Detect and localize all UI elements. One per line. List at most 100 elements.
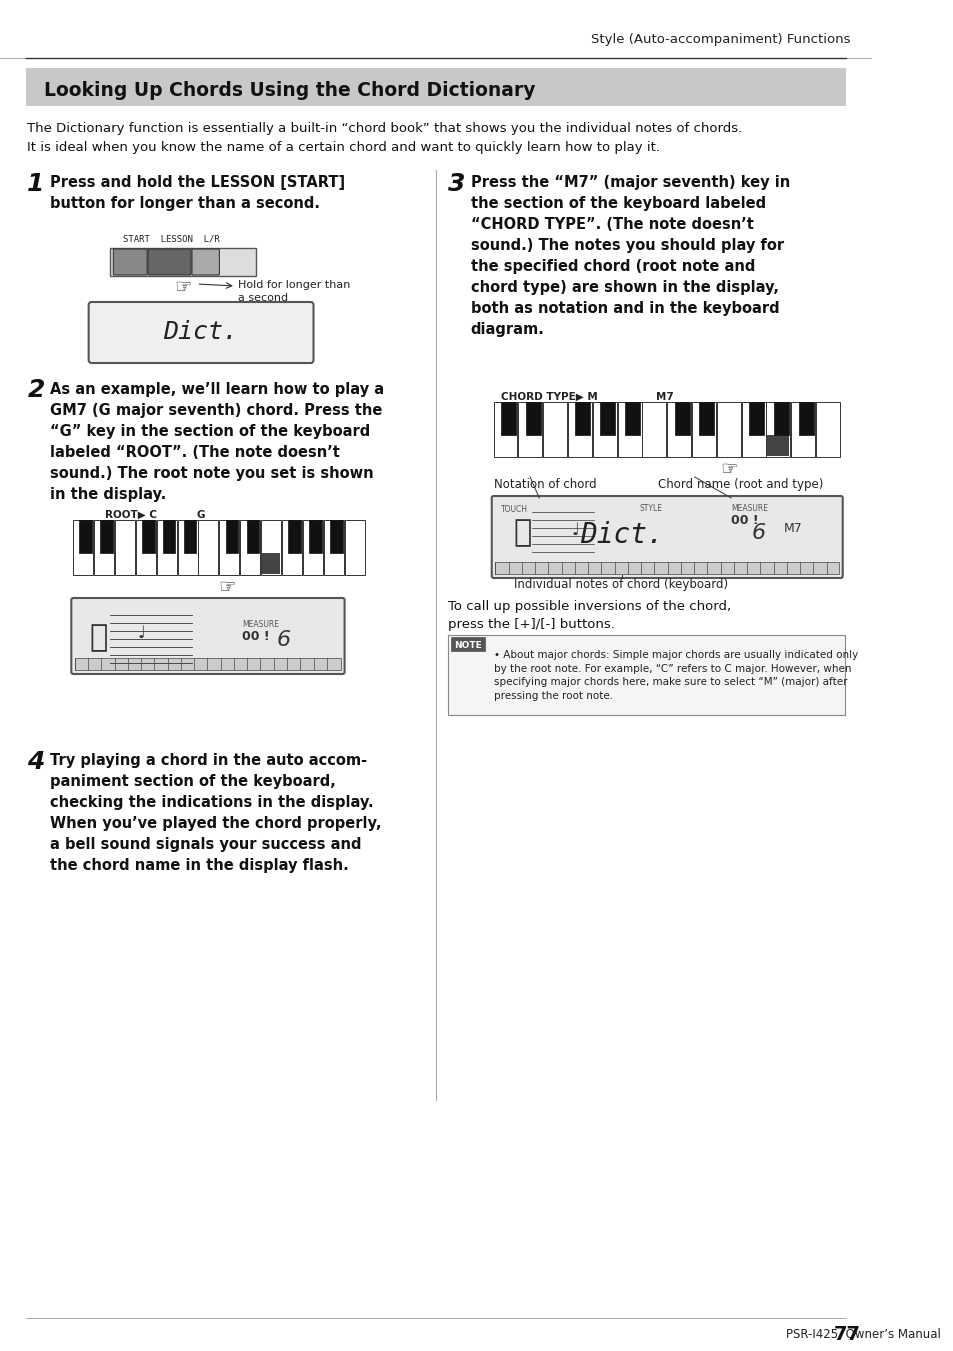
Text: 00 !: 00 !	[730, 513, 758, 527]
Bar	[94, 520, 113, 576]
Bar	[765, 403, 789, 457]
Bar	[517, 403, 541, 457]
Bar	[495, 562, 839, 574]
Text: Hold for longer than
a second: Hold for longer than a second	[237, 280, 350, 303]
Text: Notation of chord: Notation of chord	[493, 478, 596, 490]
Text: 00 !: 00 !	[242, 630, 270, 643]
Text: 𝄞: 𝄞	[513, 519, 532, 547]
Bar	[599, 403, 615, 435]
Bar	[177, 520, 197, 576]
Bar	[748, 403, 763, 435]
Text: ☞: ☞	[173, 278, 192, 297]
Bar	[261, 520, 281, 576]
Text: ROOT▶ C: ROOT▶ C	[105, 509, 157, 520]
Bar	[135, 520, 155, 576]
Bar	[815, 403, 839, 457]
Text: 2: 2	[28, 378, 45, 403]
Bar	[184, 520, 196, 553]
Text: TOUCH: TOUCH	[500, 505, 527, 513]
Text: G: G	[196, 509, 205, 520]
Bar	[740, 403, 764, 457]
Bar	[493, 403, 517, 457]
Text: ♩: ♩	[137, 624, 146, 642]
Bar	[500, 403, 516, 435]
Text: Chord name (root and type): Chord name (root and type)	[658, 478, 822, 490]
Bar	[262, 553, 280, 574]
Bar	[699, 403, 714, 435]
Bar	[525, 403, 540, 435]
Bar	[75, 658, 340, 670]
Text: M7: M7	[656, 392, 674, 403]
Text: • About major chords: Simple major chords are usually indicated only
by the root: • About major chords: Simple major chord…	[493, 650, 857, 701]
Bar	[303, 520, 322, 576]
FancyBboxPatch shape	[447, 635, 844, 715]
Text: The Dictionary function is essentially a built-in “chord book” that shows you th: The Dictionary function is essentially a…	[28, 122, 741, 154]
FancyBboxPatch shape	[26, 68, 845, 105]
Text: NOTE: NOTE	[454, 640, 481, 650]
Text: ☞: ☞	[720, 459, 738, 480]
Text: START  LESSON  L/R: START LESSON L/R	[123, 235, 220, 245]
FancyBboxPatch shape	[148, 249, 191, 276]
FancyBboxPatch shape	[192, 249, 219, 276]
Text: 4: 4	[28, 750, 45, 774]
Bar	[163, 520, 175, 553]
FancyBboxPatch shape	[110, 249, 255, 276]
Text: To call up possible inversions of the chord,
press the [+]/[-] buttons.: To call up possible inversions of the ch…	[447, 600, 730, 631]
Text: M7: M7	[783, 521, 801, 535]
FancyBboxPatch shape	[491, 496, 841, 578]
Bar	[282, 520, 302, 576]
Text: STYLE: STYLE	[639, 504, 662, 513]
Text: Looking Up Chords Using the Chord Dictionary: Looking Up Chords Using the Chord Dictio…	[44, 81, 535, 100]
Text: Press the “M7” (major seventh) key in
the section of the keyboard labeled
“CHORD: Press the “M7” (major seventh) key in th…	[470, 176, 789, 336]
Text: MEASURE: MEASURE	[242, 620, 279, 630]
Bar	[666, 403, 690, 457]
Bar	[542, 403, 566, 457]
Text: 6: 6	[751, 523, 765, 543]
Bar	[716, 403, 740, 457]
Bar	[641, 403, 665, 457]
Bar	[309, 520, 321, 553]
Text: 𝄞: 𝄞	[90, 624, 108, 653]
Bar	[617, 403, 640, 457]
FancyBboxPatch shape	[71, 598, 344, 674]
Text: As an example, we’ll learn how to play a
GM7 (G major seventh) chord. Press the
: As an example, we’ll learn how to play a…	[51, 382, 384, 503]
Text: Individual notes of chord (keyboard): Individual notes of chord (keyboard)	[514, 578, 728, 590]
Bar	[219, 520, 239, 576]
Text: 6: 6	[276, 630, 290, 650]
Text: ♩: ♩	[571, 521, 579, 539]
Bar	[246, 520, 259, 553]
Bar	[798, 403, 813, 435]
Text: 77: 77	[833, 1325, 861, 1344]
Bar	[624, 403, 639, 435]
Text: MEASURE: MEASURE	[730, 504, 767, 513]
FancyBboxPatch shape	[113, 249, 147, 276]
Bar	[240, 520, 260, 576]
Bar	[100, 520, 112, 553]
Bar	[691, 403, 715, 457]
Bar	[567, 403, 591, 457]
Bar	[575, 403, 590, 435]
Bar	[766, 435, 789, 455]
Bar	[323, 520, 343, 576]
Bar	[156, 520, 176, 576]
Text: Dict.: Dict.	[163, 320, 238, 345]
Text: ☞: ☞	[217, 578, 235, 597]
Text: PSR-I425  Owner’s Manual: PSR-I425 Owner’s Manual	[785, 1328, 940, 1342]
FancyBboxPatch shape	[450, 638, 485, 651]
Bar	[790, 403, 814, 457]
Bar	[344, 520, 364, 576]
Bar	[198, 520, 218, 576]
Bar	[330, 520, 342, 553]
Bar	[674, 403, 689, 435]
Text: Try playing a chord in the auto accom-
paniment section of the keyboard,
checkin: Try playing a chord in the auto accom- p…	[51, 753, 381, 873]
Text: 3: 3	[447, 172, 465, 196]
Bar	[79, 520, 91, 553]
Bar	[226, 520, 238, 553]
Text: CHORD TYPE▶ M: CHORD TYPE▶ M	[500, 392, 597, 403]
Bar	[592, 403, 616, 457]
Bar	[773, 403, 788, 435]
FancyBboxPatch shape	[89, 303, 314, 363]
Bar	[288, 520, 300, 553]
Bar	[142, 520, 154, 553]
Text: Press and hold the LESSON [START]
button for longer than a second.: Press and hold the LESSON [START] button…	[51, 176, 345, 211]
